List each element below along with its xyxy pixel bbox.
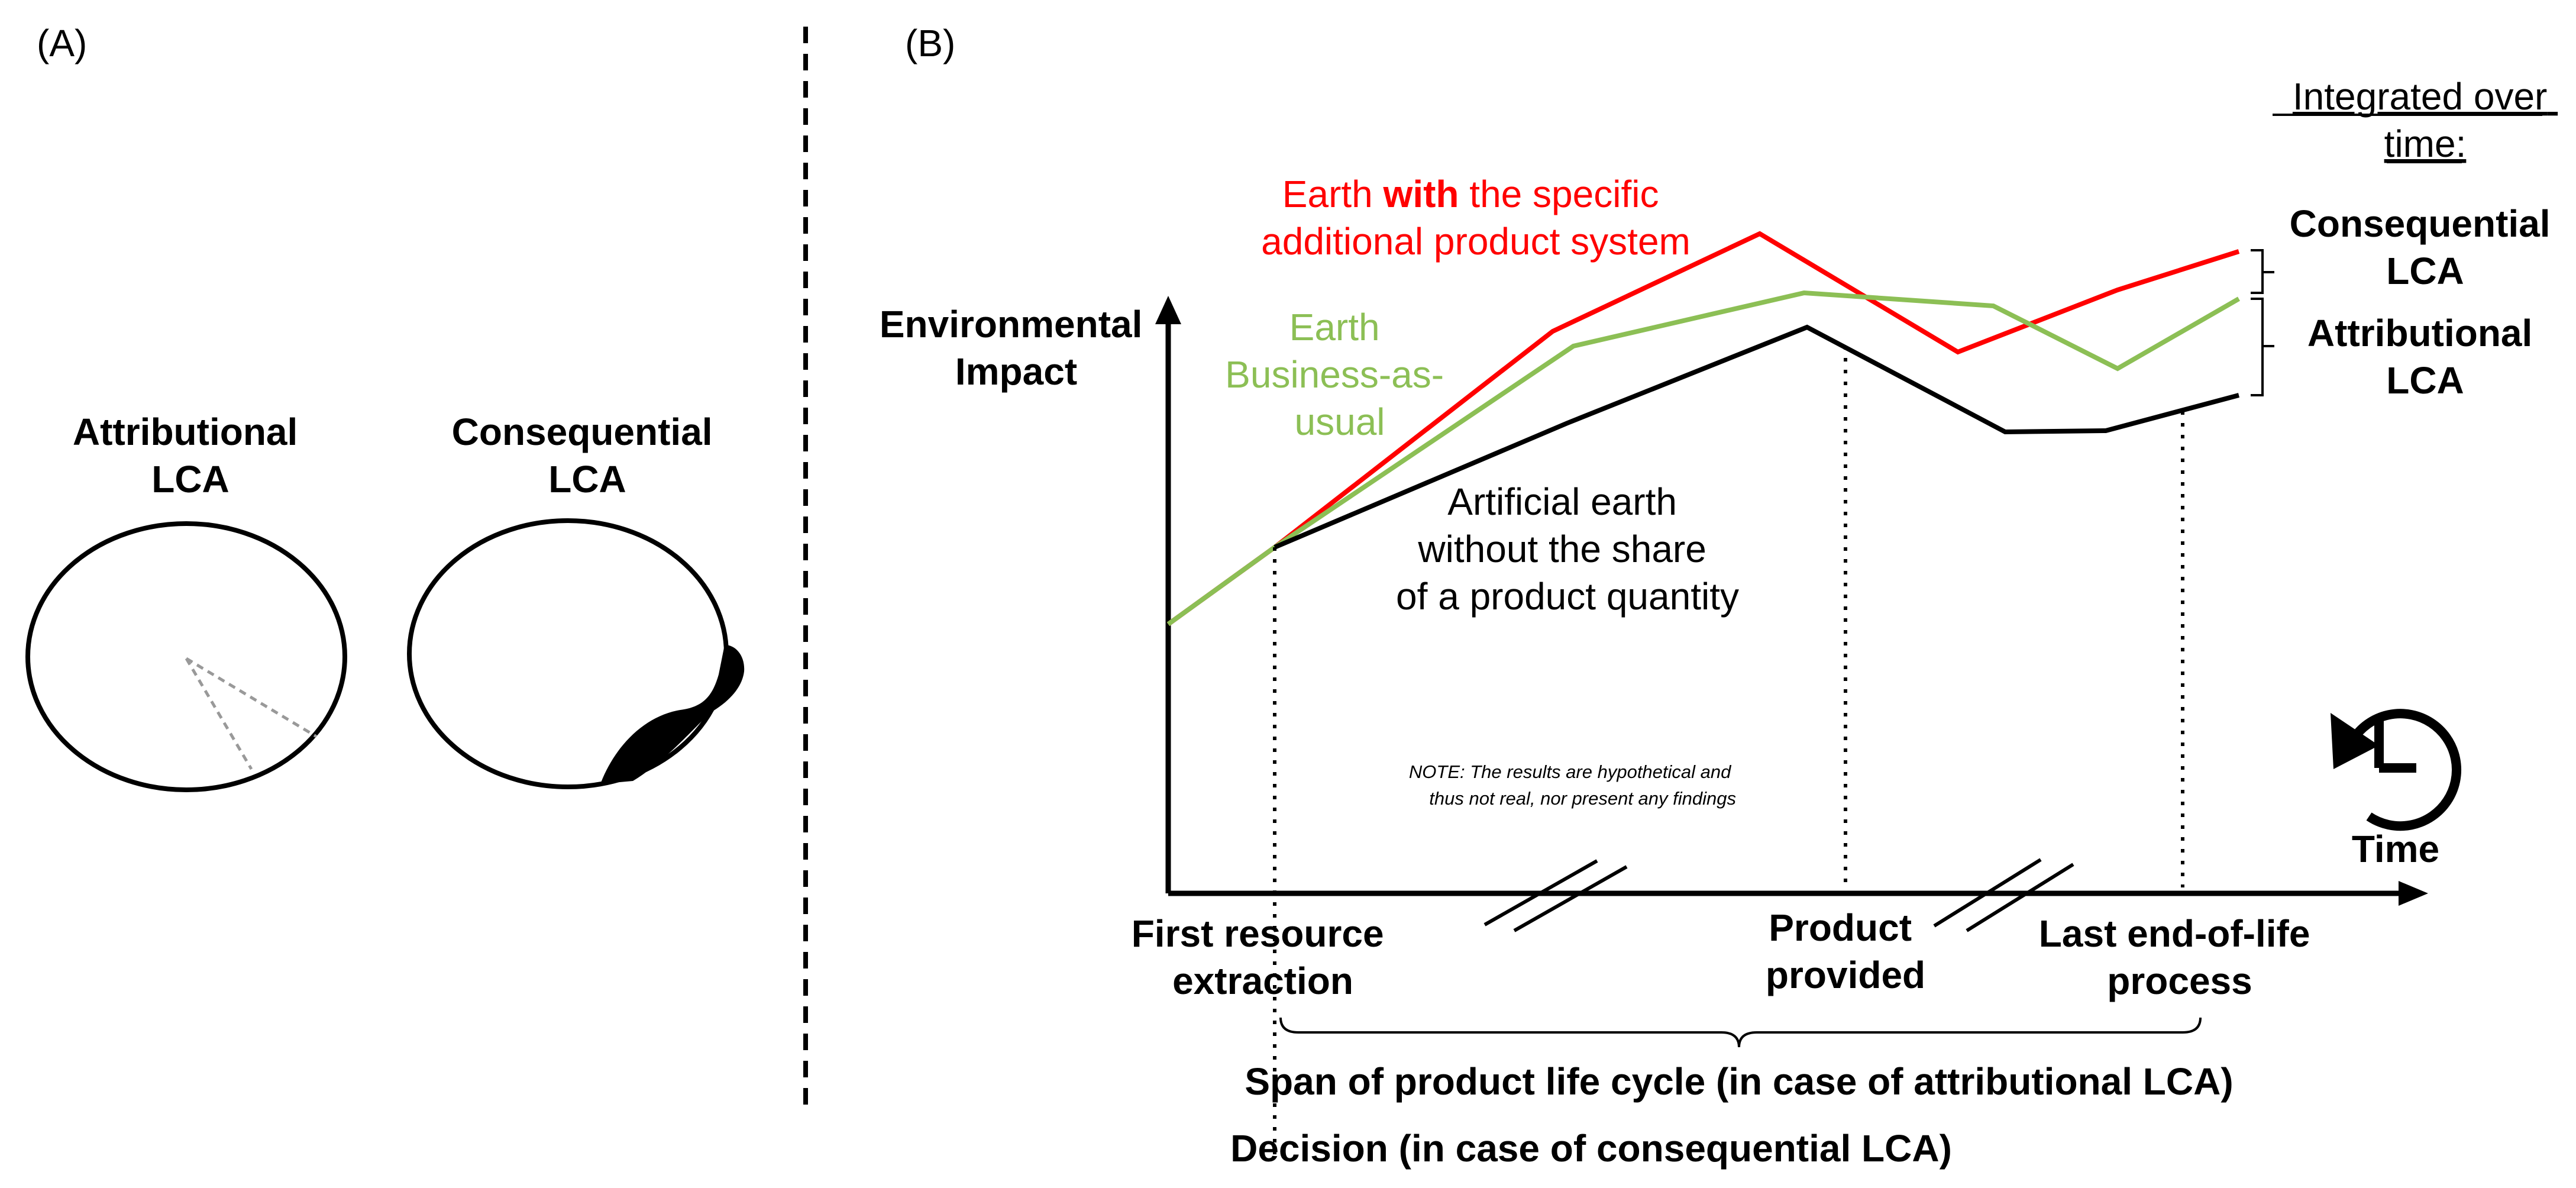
consequential-bracket — [2251, 249, 2274, 294]
life-cycle-span-brace — [1279, 1017, 2202, 1048]
series-artificial-earth — [1274, 324, 2240, 550]
time-label: Time — [2352, 828, 2439, 870]
consequential-title: Consequential LCA — [452, 411, 723, 501]
axis-break-1 — [1483, 859, 1628, 932]
green-series-label: Earth Business-as- usual — [1225, 306, 1455, 443]
attributional-earth-circle — [25, 521, 347, 792]
clock-icon — [2331, 709, 2461, 831]
red-series-label: Earth with the specific additional produ… — [1261, 173, 1691, 263]
decision-label: Decision (in case of consequential LCA) — [1230, 1127, 1952, 1170]
y-axis-arrowhead — [1155, 296, 1181, 324]
consequential-earth-circle — [407, 518, 729, 789]
integrated-over-time-label: Integrated over time: — [2293, 75, 2558, 165]
axis-break-2 — [1933, 858, 2074, 932]
panel-a-label: (A) — [37, 22, 87, 64]
attributional-share-wedge — [185, 657, 318, 770]
attributional-bracket-label: Attributional LCA — [2307, 312, 2543, 402]
x-axis-arrowhead — [2399, 881, 2428, 906]
x-label-product-provided: Product provided — [1766, 906, 1925, 996]
panel-b-label: (B) — [905, 22, 955, 64]
span-label: Span of product life cycle (in case of a… — [1245, 1060, 2233, 1103]
x-label-first-resource: First resource extraction — [1132, 912, 1395, 1002]
attributional-title: Attributional LCA — [73, 411, 308, 501]
y-axis-label: Environmental Impact — [880, 303, 1153, 393]
black-series-label: Artificial earth without the share of a … — [1396, 480, 1739, 618]
consequential-additional-system-shape — [600, 645, 745, 784]
attributional-bracket — [2251, 298, 2274, 396]
x-label-last-end-of-life: Last end-of-life process — [2039, 912, 2320, 1002]
hypothetical-note: NOTE: The results are hypothetical and t… — [1409, 761, 1736, 809]
consequential-bracket-label: Consequential LCA — [2290, 202, 2561, 292]
